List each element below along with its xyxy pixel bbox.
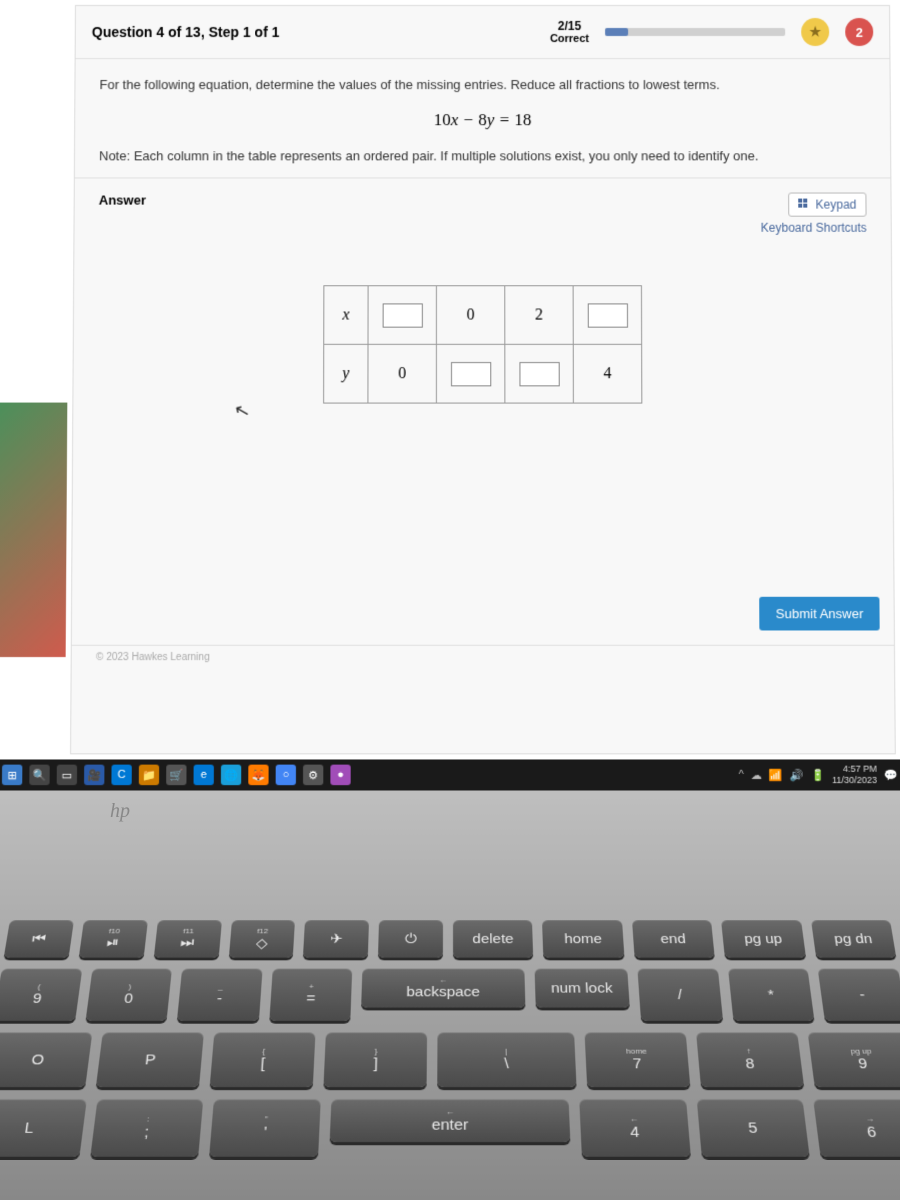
key-o: O (0, 1032, 92, 1087)
taskbar: ⊞ 🔍 ▭ 🎥 C 📁 🛒 e 🌐 🦊 ○ ⚙ ● ^ ☁ 📶 🔊 🔋 4:57 PM 11/30/20… (0, 759, 900, 790)
laptop-brand-logo: hp (110, 800, 130, 823)
key-p: P (96, 1032, 204, 1087)
answer-table: x02y04 (323, 285, 642, 403)
row-header-y: y (324, 344, 368, 403)
key-pg-dn: pg dn (811, 920, 897, 958)
answer-input[interactable] (587, 303, 627, 327)
tray-volume-icon[interactable]: 🔊 (790, 768, 804, 781)
physical-keyboard: ⏮f10⏯f11⏭f12◇✈⏻ deletehomeendpg uppg dn (9… (0, 920, 900, 1157)
key-enter: ←enter (330, 1099, 571, 1142)
taskbar-clock[interactable]: 4:57 PM 11/30/2023 (832, 764, 877, 786)
tray-wifi-icon[interactable]: 📶 (769, 768, 783, 781)
key-delete: delete (453, 920, 534, 958)
taskbar-app-icon[interactable]: 🌐 (221, 765, 241, 786)
screen: Question 4 of 13, Step 1 of 1 2/15 Corre… (0, 0, 900, 790)
copyright: © 2023 Hawkes Learning (72, 645, 895, 670)
row-header-x: x (324, 286, 368, 345)
taskbar-app-icon[interactable]: 🔍 (29, 765, 49, 786)
taskbar-app-icon[interactable]: 🛒 (166, 765, 186, 786)
key--: += (269, 969, 352, 1021)
table-cell: 2 (505, 286, 573, 345)
answer-input[interactable] (382, 303, 422, 327)
answer-label: Answer (99, 193, 146, 208)
key--: - (818, 969, 900, 1021)
key-9: pg up9 (808, 1032, 900, 1087)
progress-bar (605, 28, 785, 36)
table-cell (436, 344, 504, 403)
table-cell (505, 344, 574, 403)
tray-chevron-icon[interactable]: ^ (738, 769, 743, 781)
table-cell (573, 286, 642, 345)
taskbar-app-icon[interactable]: ⊞ (2, 765, 22, 786)
taskbar-app-icon[interactable]: 🦊 (248, 765, 268, 786)
taskbar-app-icon[interactable]: C (111, 765, 131, 786)
key-4: ←4 (579, 1099, 690, 1157)
lesson-panel: Question 4 of 13, Step 1 of 1 2/15 Corre… (70, 5, 896, 754)
key-num-lock: num lock (534, 969, 630, 1008)
key-9: (9 (0, 969, 82, 1021)
keyboard-shortcuts-link[interactable]: Keyboard Shortcuts (761, 221, 867, 235)
key--: ✈ (303, 920, 369, 958)
question-header: Question 4 of 13, Step 1 of 1 2/15 Corre… (76, 6, 890, 59)
key--: }] (323, 1032, 427, 1087)
key-home: home (542, 920, 624, 958)
key-0: )0 (85, 969, 172, 1021)
key--: {[ (210, 1032, 316, 1087)
key--: f10⏯ (79, 920, 148, 958)
key--: / (638, 969, 723, 1021)
score-box: 2/15 Correct (550, 19, 589, 45)
submit-answer-button[interactable]: Submit Answer (759, 597, 879, 631)
taskbar-app-icon[interactable]: ▭ (57, 765, 77, 786)
key--: _- (177, 969, 262, 1021)
score-label: Correct (550, 33, 589, 45)
keypad-icon (799, 199, 811, 211)
equation: 10x − 8y = 18 (75, 100, 890, 140)
keypad-label: Keypad (816, 198, 857, 212)
answer-area: Answer Keypad Keyboard Shortcuts x02y04 … (72, 178, 894, 644)
key--: f11⏭ (154, 920, 222, 958)
question-number: Question 4 of 13, Step 1 of 1 (92, 24, 280, 40)
key-end: end (632, 920, 715, 958)
key-7: home7 (585, 1032, 691, 1087)
key--: * (728, 969, 815, 1021)
taskbar-date: 11/30/2023 (832, 775, 877, 786)
table-cell: 0 (436, 286, 504, 345)
taskbar-app-icon[interactable]: 📁 (139, 765, 159, 786)
key--: f12◇ (228, 920, 295, 958)
key--: :; (90, 1099, 204, 1157)
table-cell: 4 (573, 344, 642, 403)
key-l: L (0, 1099, 86, 1157)
answer-input[interactable] (451, 362, 491, 386)
tray-notification-icon[interactable]: 💬 (884, 768, 898, 781)
answer-input[interactable] (519, 362, 559, 386)
table-cell (368, 286, 436, 345)
taskbar-app-icon[interactable]: ⚙ (303, 765, 323, 786)
key--: "' (209, 1099, 320, 1157)
taskbar-time: 4:57 PM (832, 764, 877, 775)
key-6: →6 (814, 1099, 900, 1157)
cursor-icon: ↖ (232, 399, 252, 424)
tray-cloud-icon[interactable]: ☁ (751, 768, 762, 781)
table-cell: 0 (368, 344, 436, 403)
note-text: Note: Each column in the table represent… (75, 140, 891, 178)
taskbar-app-icon[interactable]: 🎥 (84, 765, 104, 786)
sidebar-ad (0, 403, 67, 657)
key--: ⏮ (4, 920, 74, 958)
key-8: ↑8 (696, 1032, 804, 1087)
streak-badge[interactable]: 2 (845, 18, 873, 46)
progress-fill (605, 28, 628, 36)
keypad-button[interactable]: Keypad (788, 193, 866, 217)
achievement-badge-icon[interactable]: ★ (801, 18, 829, 46)
tray-battery-icon[interactable]: 🔋 (811, 768, 825, 781)
taskbar-app-icon[interactable]: ● (330, 765, 350, 786)
taskbar-app-icon[interactable]: ○ (276, 765, 296, 786)
instruction-text: For the following equation, determine th… (75, 59, 889, 100)
key-backspace: ←backspace (361, 969, 525, 1008)
score-fraction: 2/15 (550, 19, 589, 33)
key-pg-up: pg up (721, 920, 805, 958)
key--: ⏻ (378, 920, 443, 958)
key--: |\ (437, 1032, 576, 1087)
key-5: 5 (696, 1099, 810, 1157)
taskbar-app-icon[interactable]: e (194, 765, 214, 786)
